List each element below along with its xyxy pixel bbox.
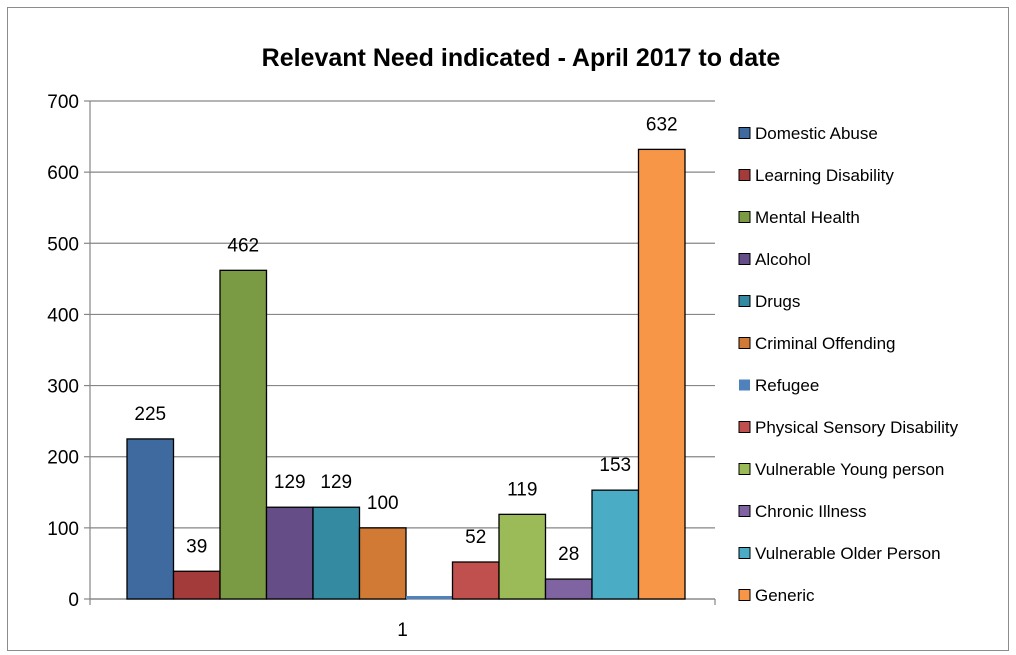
legend-label-refugee: Refugee [755, 376, 819, 395]
legend-swatch-domestic-abuse [738, 127, 751, 139]
legend-swatch-physical-sensory-disability [738, 421, 751, 433]
data-label: 129 [320, 472, 352, 493]
y-tick-label: 700 [47, 92, 79, 113]
legend-swatch-alcohol [738, 253, 751, 265]
chart-title: Relevant Need indicated - April 2017 to … [262, 44, 781, 72]
data-label: 632 [646, 114, 678, 135]
bar-domestic-abuse [126, 438, 175, 600]
bar-criminal-offending [358, 527, 407, 600]
bar-learning-disability [172, 570, 221, 600]
legend: Domestic Abuse Learning Disability Mental … [738, 124, 959, 605]
legend-swatch-mental-health [738, 211, 751, 223]
bar-vulnerable-young-person [498, 513, 547, 600]
data-label: 119 [507, 479, 537, 500]
legend-label-mental-health: Mental Health [755, 208, 860, 227]
data-label: 39 [186, 536, 207, 557]
data-labels: 225 39 462 129 129 100 52 119 28 153 632 [134, 114, 677, 565]
legend-label-alcohol: Alcohol [755, 250, 811, 269]
y-tick-label: 400 [47, 305, 79, 326]
legend-label-generic: Generic [755, 586, 815, 605]
bars [126, 148, 686, 600]
legend-swatch-drugs [738, 295, 751, 307]
legend-swatch-vulnerable-older-person [738, 547, 751, 559]
y-tick-label: 200 [47, 448, 79, 469]
data-label: 462 [227, 235, 259, 256]
bar-generic [637, 148, 686, 600]
legend-label-vulnerable-young-person: Vulnerable Young person [755, 460, 944, 479]
y-tick-label: 100 [47, 519, 79, 540]
bar-refugee [406, 596, 453, 599]
legend-label-domestic-abuse: Domestic Abuse [755, 124, 878, 143]
y-tick-label: 0 [68, 590, 79, 611]
legend-label-drugs: Drugs [755, 292, 800, 311]
y-tick-label: 500 [47, 234, 79, 255]
legend-label-vulnerable-older-person: Vulnerable Older Person [755, 544, 941, 563]
legend-label-chronic-illness: Chronic Illness [755, 502, 867, 521]
y-tick-label: 600 [47, 163, 79, 184]
x-tick-label: 1 [397, 620, 408, 641]
data-label: 100 [367, 493, 399, 514]
data-label: 225 [134, 404, 166, 425]
bar-vulnerable-older-person [591, 489, 640, 600]
legend-swatch-refugee [739, 379, 750, 391]
legend-swatch-vulnerable-young-person [738, 463, 751, 475]
y-tick-label: 300 [47, 377, 79, 398]
data-label: 52 [465, 527, 486, 548]
bar-alcohol [265, 506, 314, 600]
legend-label-learning-disability: Learning Disability [755, 166, 894, 185]
legend-label-criminal-offending: Criminal Offending [755, 334, 895, 353]
legend-label-physical-sensory-disability: Physical Sensory Disability [755, 418, 959, 437]
legend-swatch-learning-disability [738, 169, 751, 181]
legend-swatch-criminal-offending [738, 337, 751, 349]
bar-chronic-illness [544, 578, 593, 600]
bar-mental-health [219, 269, 268, 600]
data-label: 129 [274, 472, 306, 493]
legend-swatch-chronic-illness [738, 505, 751, 517]
bar-drugs [312, 506, 361, 600]
legend-swatch-generic [738, 589, 751, 601]
data-label: 153 [599, 455, 631, 476]
data-label: 28 [558, 544, 579, 565]
bar-physical-sensory-disability [451, 561, 500, 600]
